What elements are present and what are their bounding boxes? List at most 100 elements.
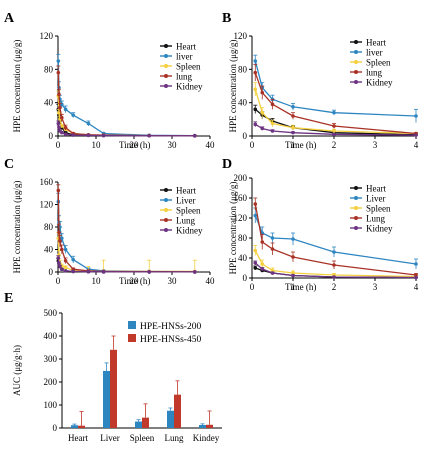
series-line-spleen [57,95,195,137]
bar-liver-0 [103,370,110,428]
data-point-lung [253,70,258,75]
data-point-kidney [414,133,418,137]
x-tick-label: 0 [56,140,61,150]
category-label: Lung [165,433,184,443]
x-tick-label: 1 [291,282,296,292]
legend-marker-kidney [164,228,168,232]
x-axis-label: Time (h) [285,282,316,292]
y-tick-label: 40 [238,98,248,108]
data-point-lung [63,258,68,263]
x-tick-label: 20 [130,140,140,150]
data-point-lung [270,102,275,107]
legend-label-spleen: Spleen [176,206,201,216]
data-point-kidney [101,270,106,274]
bar-lung-0 [167,410,174,428]
y-tick-label: 120 [40,31,54,41]
legend-label-spleen: Spleen [366,204,391,214]
data-point-spleen [63,265,68,270]
y-axis-label: HPE concentration (μg/g) [12,181,22,274]
x-tick-label: 40 [206,140,216,150]
legend-label-spleen: Spleen [176,62,201,72]
data-point-liver [71,113,75,117]
y-tick-label: 200 [234,173,248,183]
legend-marker-heart [354,186,358,190]
legend-label-kidney: Kidney [366,224,393,234]
bar-chart-panel-e: 0 100 200 300 400 500 AUC (μg/g·h) Heart Liver Sp… [12,308,222,443]
legend-marker-liver [164,54,168,58]
data-point-kidney [147,270,151,274]
y-tick-label: 80 [238,233,248,243]
series-line-heart [57,109,195,137]
svg-text:E: E [4,291,13,306]
y-axis-label: HPE concentration (μg/g) [228,182,238,275]
data-point-kidney [71,133,75,137]
data-point-kidney [147,133,151,138]
data-point-heart [253,266,258,270]
x-tick-label: 2 [332,282,337,292]
data-point-kidney [332,132,336,137]
y-tick-label: 40 [44,245,54,255]
data-point-lung [291,255,295,259]
data-point-lung [58,239,62,243]
y-tick-label: 40 [44,98,54,108]
data-point-kidney [332,275,336,279]
x-tick-label: 2 [332,140,337,150]
y-tick-label: 0 [53,423,58,433]
data-point-lung [291,114,295,118]
x-tick-label: 10 [92,276,102,286]
y-tick-label: 160 [40,177,54,187]
y-tick-label: 120 [234,31,248,41]
legend-label-heart: Heart [176,186,196,196]
data-point-liver [332,110,336,115]
y-axis-label: HPE concentration (μg/g) [12,40,22,133]
y-tick-label: 500 [44,308,58,318]
legend-label-series-1: HPE-HNSs-450 [140,335,201,345]
legend-label-liver: liver [176,52,193,62]
x-tick-label: 3 [373,282,378,292]
bar-lung-1 [174,394,181,428]
series-line-liver [57,201,195,273]
legend-label-heart: Heart [366,38,386,48]
x-tick-label: 20 [130,276,140,286]
legend-swatch-series-0 [128,321,136,329]
data-point-spleen [253,248,258,253]
data-point-kidney [86,269,91,274]
legend-marker-liver [354,196,358,200]
series-line-spleen [254,89,417,135]
data-point-kidney [56,121,61,126]
y-tick-label: 0 [243,131,248,141]
data-point-liver [253,213,258,218]
y-tick-label: 160 [234,193,248,203]
bar-spleen-1 [142,417,149,428]
data-point-spleen [270,121,275,126]
data-point-kidney [63,269,68,273]
data-point-kidney [253,261,258,265]
legend-marker-kidney [164,84,168,88]
legend-marker-lung [354,216,358,220]
bar-kindey-0 [199,425,206,428]
panel-C-label: C [4,157,14,172]
data-point-kidney [57,261,61,266]
panel-E-label: E [4,291,13,306]
y-tick-label: 40 [238,253,248,263]
legend-marker-spleen [354,206,358,210]
data-point-kidney [63,132,68,137]
data-point-liver [71,257,75,262]
data-point-spleen [270,268,275,273]
data-point-liver [414,262,418,266]
x-axis-label: Time (h) [285,140,316,150]
y-tick-label: 400 [44,331,58,341]
line-chart-panel-a: 0 10 20 30 40 0 40 80 120 Time (h) HPE concentrati… [12,31,215,150]
series-line-lung [254,72,417,135]
data-point-liver [60,102,64,107]
legend-label-lung: Lung [366,214,385,224]
data-point-liver [253,59,258,63]
legend-label-heart: Heart [176,42,196,52]
data-point-spleen [253,87,258,92]
x-axis-label: Time (h) [119,276,150,286]
data-point-lung [63,125,68,130]
x-tick-label: 0 [56,276,61,286]
data-point-lung [260,240,265,244]
